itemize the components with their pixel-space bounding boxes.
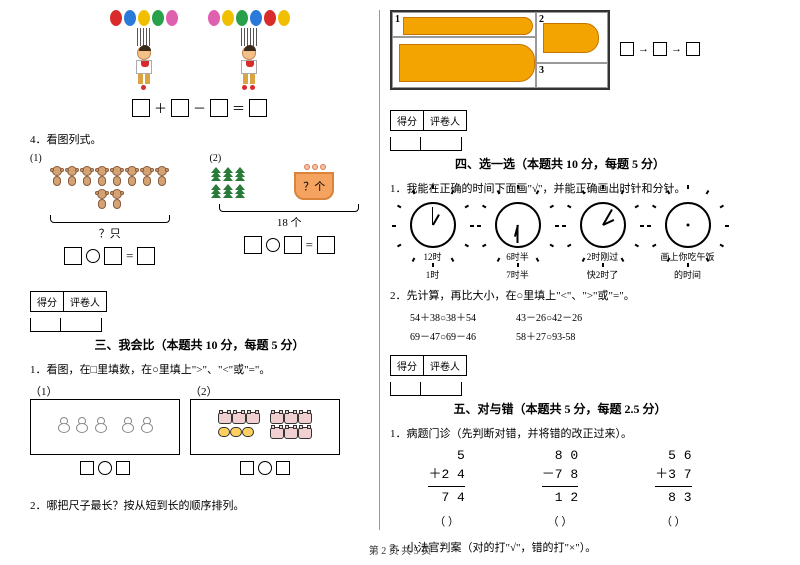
blank-box[interactable] <box>210 99 228 117</box>
q4-label-1: (1) <box>30 153 190 164</box>
blank-circle[interactable] <box>86 249 100 263</box>
sequence-boxes: → → <box>620 42 700 56</box>
sec4-q2: 2．先计算，再比大小，在○里填上"<"、">"或"="。 <box>390 287 730 303</box>
score-box: 得分 评卷人 <box>390 110 730 151</box>
left-column: ＋ － ＝ 4．看图列式。 (1) ？只 = <box>20 10 380 530</box>
answer-paren[interactable]: （ ） <box>661 513 686 529</box>
balloon-equation: ＋ － ＝ <box>30 98 369 117</box>
blank-box[interactable] <box>653 42 667 56</box>
section-3-title: 三、我会比（本题共 10 分，每题 5 分） <box>30 336 369 353</box>
grader-label: 评卷人 <box>423 110 467 131</box>
basket-label: ？个 <box>303 178 325 194</box>
answer-paren[interactable]: （ ） <box>434 513 459 529</box>
blank-box[interactable] <box>686 42 700 56</box>
page-footer: 第 2 页 共 5 页 <box>0 542 800 557</box>
answer-paren[interactable]: （ ） <box>548 513 573 529</box>
sec4-q1: 1．我能在正确的时间下面画"√"，并能正确画出时针和分针。 <box>390 180 730 196</box>
blank-box[interactable] <box>284 236 302 254</box>
score-label: 得分 <box>30 291 63 312</box>
compare-box-1 <box>30 399 180 455</box>
grader-label: 评卷人 <box>63 291 107 312</box>
grid-num-3: 3 <box>539 65 544 76</box>
calc-row: 54＋38○38＋5443－26○42－26 <box>410 309 730 324</box>
grid-num-1: 1 <box>395 14 400 25</box>
sec3-q2: 2．哪把尺子最长？按从短到长的顺序排列。 <box>30 497 369 513</box>
monkey-figure: ？只 = <box>30 166 190 265</box>
sec5-q1: 1．病题门诊（先判断对错，并将错的改正过来）。 <box>390 425 730 441</box>
vertical-problem: 5 6＋3 78 3 <box>655 447 691 507</box>
balloon-kid-left <box>110 10 178 90</box>
blank-box[interactable] <box>64 247 82 265</box>
right-column: 1 2 3 → → 得分 评卷人 四、选一选（本题共 10 分，每题 5 分） … <box>380 10 740 530</box>
blank-box[interactable] <box>171 99 189 117</box>
section-5-title: 五、对与错（本题共 5 分，每题 2.5 分） <box>390 400 730 417</box>
blank-box[interactable] <box>80 461 94 475</box>
blank-box[interactable] <box>249 99 267 117</box>
fish-grid: 1 2 3 <box>390 10 610 90</box>
score-box: 得分 评卷人 <box>30 291 369 332</box>
blank-box[interactable] <box>244 236 262 254</box>
grader-label: 评卷人 <box>423 355 467 376</box>
compare-label-2: （2） <box>190 383 340 399</box>
blank-box[interactable] <box>104 247 122 265</box>
compare-label-1: （1） <box>30 383 180 399</box>
blank-circle[interactable] <box>258 461 272 475</box>
blank-box[interactable] <box>317 236 335 254</box>
blank-box[interactable] <box>240 461 254 475</box>
balloon-kid-right <box>208 10 290 90</box>
score-label: 得分 <box>390 110 423 131</box>
monkey-brace-label: ？只 <box>30 225 190 241</box>
blank-box[interactable] <box>276 461 290 475</box>
tree-brace-label: 18 个 <box>210 214 370 230</box>
q4-label-2: (2) <box>210 153 370 164</box>
compare-box-2 <box>190 399 340 455</box>
clock-item: 6时半7时半 <box>483 202 553 281</box>
blank-box[interactable] <box>137 247 155 265</box>
tree-basket-figure: ？个 18 个 = <box>210 166 370 254</box>
clock-item: 画上你吃午饭的时间 <box>653 202 723 281</box>
blank-box[interactable] <box>116 461 130 475</box>
clock-item: 2时刚过快2时了 <box>568 202 638 281</box>
score-label: 得分 <box>390 355 423 376</box>
section-4-title: 四、选一选（本题共 10 分，每题 5 分） <box>390 155 730 172</box>
blank-circle[interactable] <box>98 461 112 475</box>
blank-box[interactable] <box>132 99 150 117</box>
blank-box[interactable] <box>620 42 634 56</box>
blank-circle[interactable] <box>266 238 280 252</box>
q4-title: 4．看图列式。 <box>30 131 369 147</box>
score-box: 得分 评卷人 <box>390 355 730 396</box>
vertical-problem: 5＋2 47 4 <box>428 447 464 507</box>
balloon-illustration <box>30 10 369 90</box>
vertical-problem: 8 0－7 81 2 <box>542 447 578 507</box>
sec3-q1: 1．看图，在□里填数，在○里填上">"、"<"或"="。 <box>30 361 369 377</box>
calc-row: 69－47○69－4658＋27○93-58 <box>410 328 730 343</box>
clock-item: 12时1时 <box>398 202 468 281</box>
